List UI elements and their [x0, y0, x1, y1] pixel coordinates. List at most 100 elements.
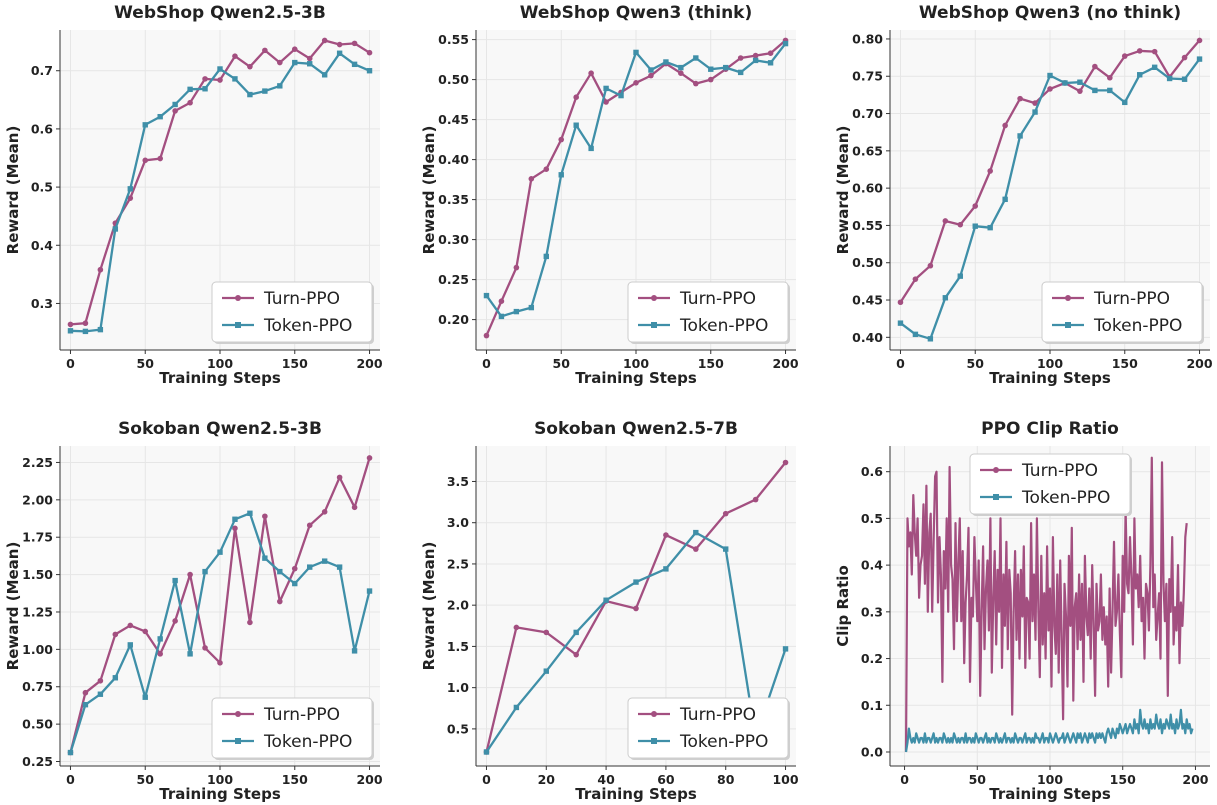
chart-panel-1: 0 50 100 150 200 0.3 0.4 0.5 0.6 0.7 WebShop Qwen2… [4, 3, 383, 387]
x-tick-label: 80 [717, 772, 735, 787]
y-tick-label: 0.5 [447, 721, 469, 736]
x-axis-label: Training Steps [575, 369, 697, 387]
data-point-turn-ppo [172, 618, 178, 624]
legend-marker [993, 467, 999, 473]
data-point-token-ppo [217, 66, 223, 72]
data-point-turn-ppo [648, 72, 654, 79]
y-tick-label: 1.75 [22, 530, 53, 545]
y-tick-label: 0.75 [22, 679, 53, 694]
data-point-turn-ppo [321, 508, 328, 515]
chart-panel-4: 0 50 100 150 200 0.25 0.50 0.75 1.00 1.25 1.50 1.75… [4, 419, 383, 803]
y-tick-label: 0.45 [852, 293, 883, 308]
data-point-token-ppo [782, 40, 789, 47]
data-point-turn-ppo [897, 299, 904, 306]
data-point-turn-ppo [1047, 86, 1053, 92]
y-tick-label: 1.50 [22, 567, 53, 582]
data-point-turn-ppo [1017, 95, 1023, 102]
data-point-token-ppo [912, 331, 919, 338]
data-point-token-ppo [513, 308, 520, 315]
data-point-turn-ppo [1107, 74, 1113, 81]
data-point-turn-ppo [217, 660, 223, 666]
chart-panel-6: 0 50 100 150 200 0.0 0.1 0.2 0.3 0.4 0.5 0.6 PPO Cli… [834, 419, 1210, 803]
y-tick-label: 0.60 [852, 181, 883, 196]
data-point-turn-ppo [187, 571, 193, 578]
y-tick-label: 0.50 [22, 717, 53, 732]
data-point-token-ppo [217, 549, 223, 555]
data-point-turn-ppo [1092, 63, 1098, 70]
x-tick-label: 60 [657, 772, 675, 787]
data-point-token-ppo [112, 675, 119, 681]
data-point-token-ppo [97, 691, 104, 697]
legend-label: Turn-PPO [679, 705, 756, 725]
data-point-turn-ppo [588, 70, 594, 76]
y-axis-label: Reward (Mean) [420, 542, 438, 671]
legend-marker [651, 711, 657, 717]
data-point-turn-ppo [127, 622, 134, 629]
data-point-turn-ppo [366, 455, 373, 461]
data-point-token-ppo [1002, 196, 1008, 203]
data-point-token-ppo [987, 224, 993, 231]
y-tick-label: 2.25 [22, 455, 53, 470]
data-point-token-ppo [336, 50, 343, 56]
data-point-token-ppo [1137, 72, 1143, 78]
y-tick-label: 0.55 [438, 32, 469, 47]
data-point-token-ppo [483, 292, 490, 299]
data-point-token-ppo [307, 564, 313, 570]
y-tick-label: 0.70 [852, 106, 883, 121]
y-tick-label: 1.5 [447, 639, 469, 654]
data-point-token-ppo [1092, 87, 1098, 94]
x-tick-label: 0 [896, 356, 905, 371]
data-point-turn-ppo [277, 598, 283, 605]
data-point-turn-ppo [142, 628, 149, 635]
y-axis-label: Reward (Mean) [4, 126, 22, 255]
data-point-turn-ppo [97, 266, 104, 273]
data-point-turn-ppo [722, 510, 729, 517]
x-axis-label: Training Steps [159, 785, 281, 803]
chart-title: Sokoban Qwen2.5-7B [534, 419, 738, 439]
data-point-token-ppo [633, 579, 639, 585]
legend-marker [651, 322, 657, 328]
legend-marker [235, 295, 241, 301]
data-point-token-ppo [321, 72, 328, 78]
data-point-token-ppo [82, 328, 89, 335]
y-tick-label: 0.4 [861, 558, 883, 573]
data-point-token-ppo [573, 122, 579, 128]
data-point-turn-ppo [336, 41, 343, 48]
x-tick-label: 200 [1182, 772, 1208, 787]
legend: Turn-PPO Token-PPO [627, 281, 790, 344]
y-tick-label: 0.0 [861, 744, 883, 759]
data-point-turn-ppo [498, 298, 505, 305]
data-point-token-ppo [187, 651, 193, 657]
data-point-turn-ppo [202, 645, 208, 651]
data-point-token-ppo [366, 68, 373, 74]
legend-marker [993, 494, 999, 500]
y-axis-label: Reward (Mean) [4, 542, 22, 671]
legend-label: Token-PPO [679, 316, 768, 336]
y-tick-label: 0.50 [438, 72, 469, 87]
data-point-turn-ppo [737, 55, 744, 61]
x-tick-label: 100 [1037, 356, 1063, 371]
data-point-turn-ppo [306, 55, 313, 62]
data-point-token-ppo [1166, 75, 1173, 82]
x-axis-label: Training Steps [575, 785, 697, 803]
data-point-turn-ppo [927, 262, 934, 269]
data-point-token-ppo [723, 64, 729, 71]
data-point-token-ppo [112, 226, 119, 232]
x-tick-label: 40 [597, 772, 615, 787]
data-point-token-ppo [1122, 99, 1128, 106]
data-point-token-ppo [1151, 64, 1158, 70]
legend-label: Turn-PPO [679, 289, 756, 309]
x-tick-label: 150 [1110, 772, 1136, 787]
x-axis-label: Training Steps [989, 785, 1111, 803]
data-point-token-ppo [663, 59, 669, 65]
data-point-token-ppo [513, 704, 520, 711]
data-point-token-ppo [1196, 56, 1203, 62]
data-point-token-ppo [67, 749, 74, 756]
data-point-turn-ppo [291, 46, 298, 52]
data-point-token-ppo [543, 668, 549, 674]
data-point-turn-ppo [1196, 37, 1203, 44]
data-point-turn-ppo [1002, 122, 1008, 129]
x-tick-label: 150 [698, 356, 724, 371]
chart-title: Sokoban Qwen2.5-3B [118, 419, 322, 439]
